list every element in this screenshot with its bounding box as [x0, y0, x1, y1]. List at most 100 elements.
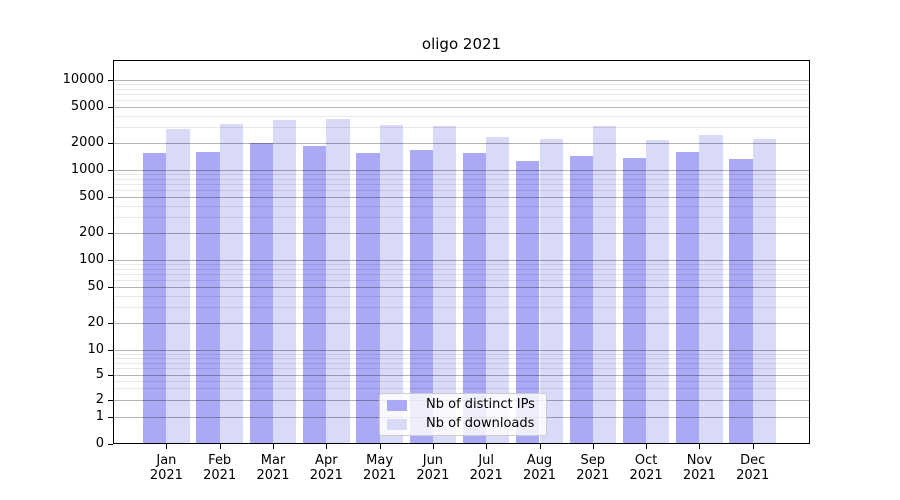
y-tick-label-100: 100 — [79, 252, 104, 267]
x-tick-mark-feb — [219, 444, 221, 449]
legend-item-downloads: Nb of downloads — [380, 416, 546, 432]
bar-distinct-ips-jan — [143, 153, 167, 444]
bar-distinct-ips-jul — [462, 152, 487, 444]
x-tick-mark-mar — [273, 444, 274, 449]
chart-title: oligo 2021 — [421, 35, 502, 53]
x-tick-label-jun: Jun 2021 — [416, 453, 450, 483]
bar-downloads-jun — [432, 126, 457, 444]
y-tick-mark-200 — [108, 232, 113, 234]
y-tick-label-2000: 2000 — [70, 134, 104, 150]
major-gridline-200 — [113, 232, 810, 234]
minor-gridline-4 — [113, 380, 810, 382]
x-tick-mark-may — [379, 444, 381, 449]
minor-gridline-300 — [113, 217, 810, 219]
y-tick-mark-500 — [108, 197, 113, 199]
minor-gridline-6000 — [113, 100, 810, 101]
major-gridline-100 — [113, 260, 810, 261]
minor-gridline-4000 — [113, 115, 810, 117]
minor-gridline-8 — [113, 357, 810, 359]
minor-gridline-600 — [113, 190, 810, 191]
x-tick-label-aug: Aug 2021 — [522, 453, 557, 483]
minor-gridline-700 — [113, 183, 810, 185]
bar-downloads-feb — [219, 124, 243, 444]
y-tick-mark-1000 — [108, 170, 113, 171]
bar-downloads-apr — [326, 119, 350, 444]
y-tick-mark-50 — [108, 287, 113, 289]
major-gridline-5000 — [113, 107, 810, 109]
x-tick-mark-jan — [166, 444, 168, 449]
bar-downloads-jan — [166, 128, 190, 444]
y-tick-mark-20 — [108, 322, 113, 324]
minor-gridline-6 — [113, 368, 810, 370]
bar-distinct-ips-feb — [196, 152, 220, 444]
bar-distinct-ips-dec — [729, 159, 753, 444]
minor-gridline-70 — [113, 273, 810, 275]
minor-gridline-8000 — [113, 88, 810, 90]
minor-gridline-90 — [113, 264, 810, 266]
minor-gridline-900 — [113, 174, 810, 176]
x-tick-label-may: May 2021 — [363, 453, 397, 483]
minor-gridline-7000 — [113, 93, 810, 95]
legend-label: Nb of downloads — [426, 416, 535, 431]
x-tick-mark-nov — [699, 444, 701, 449]
minor-gridline-40 — [113, 295, 810, 297]
y-tick-label-5: 5 — [95, 366, 104, 382]
legend-item-distinct-ips: Nb of distinct IPs — [380, 397, 546, 413]
bar-downloads-may — [379, 125, 403, 444]
legend-swatch-distinct-ips — [387, 399, 407, 411]
bar-downloads-dec — [752, 139, 776, 444]
y-tick-mark-2 — [108, 399, 113, 401]
y-tick-mark-0 — [108, 444, 113, 445]
bar-downloads-nov — [699, 134, 723, 444]
major-gridline-1000 — [113, 170, 810, 171]
plot-area — [113, 60, 810, 444]
y-tick-label-5000: 5000 — [70, 99, 104, 115]
minor-gridline-80 — [113, 268, 810, 270]
minor-gridline-3000 — [113, 127, 810, 129]
bar-distinct-ips-aug — [516, 160, 540, 444]
x-tick-mark-dec — [752, 444, 754, 449]
bar-distinct-ips-nov — [676, 151, 700, 444]
x-tick-label-mar: Mar 2021 — [256, 453, 290, 483]
bar-distinct-ips-mar — [249, 143, 273, 444]
major-gridline-5 — [113, 374, 810, 376]
x-tick-mark-sep — [592, 444, 594, 449]
bar-distinct-ips-sep — [569, 156, 593, 444]
bar-distinct-ips-may — [356, 152, 380, 444]
x-tick-mark-aug — [539, 444, 541, 449]
x-tick-label-nov: Nov 2021 — [682, 453, 716, 483]
y-tick-label-10000: 10000 — [62, 72, 104, 87]
y-tick-mark-10 — [108, 350, 113, 351]
minor-gridline-7 — [113, 362, 810, 364]
x-tick-mark-jun — [432, 444, 434, 449]
x-tick-label-dec: Dec 2021 — [736, 453, 770, 483]
y-tick-mark-5000 — [108, 107, 113, 109]
x-tick-label-feb: Feb 2021 — [203, 453, 237, 483]
legend: Nb of distinct IPs Nb of downloads — [379, 393, 547, 436]
minor-gridline-9 — [113, 353, 810, 355]
major-gridline-20 — [113, 322, 810, 324]
x-tick-mark-apr — [326, 444, 328, 449]
bar-downloads-mar — [273, 120, 297, 444]
legend-swatch-downloads — [387, 418, 407, 430]
minor-gridline-800 — [113, 178, 810, 180]
x-tick-label-apr: Apr 2021 — [309, 453, 343, 483]
minor-gridline-9000 — [113, 84, 810, 86]
minor-gridline-30 — [113, 307, 810, 309]
y-tick-mark-5 — [108, 374, 113, 376]
bar-downloads-sep — [592, 126, 617, 444]
x-tick-mark-oct — [646, 444, 648, 449]
bar-distinct-ips-jun — [409, 150, 433, 444]
minor-gridline-400 — [113, 205, 810, 207]
y-tick-label-200: 200 — [79, 224, 104, 240]
y-tick-label-10: 10 — [87, 342, 104, 357]
major-gridline-500 — [113, 197, 810, 199]
major-gridline-2000 — [113, 142, 810, 144]
y-tick-label-2: 2 — [95, 391, 104, 407]
y-tick-label-20: 20 — [87, 314, 104, 330]
y-tick-mark-100 — [108, 260, 113, 261]
x-tick-label-jan: Jan 2021 — [149, 453, 183, 483]
y-tick-mark-2000 — [108, 142, 113, 144]
bar-distinct-ips-oct — [622, 158, 647, 444]
